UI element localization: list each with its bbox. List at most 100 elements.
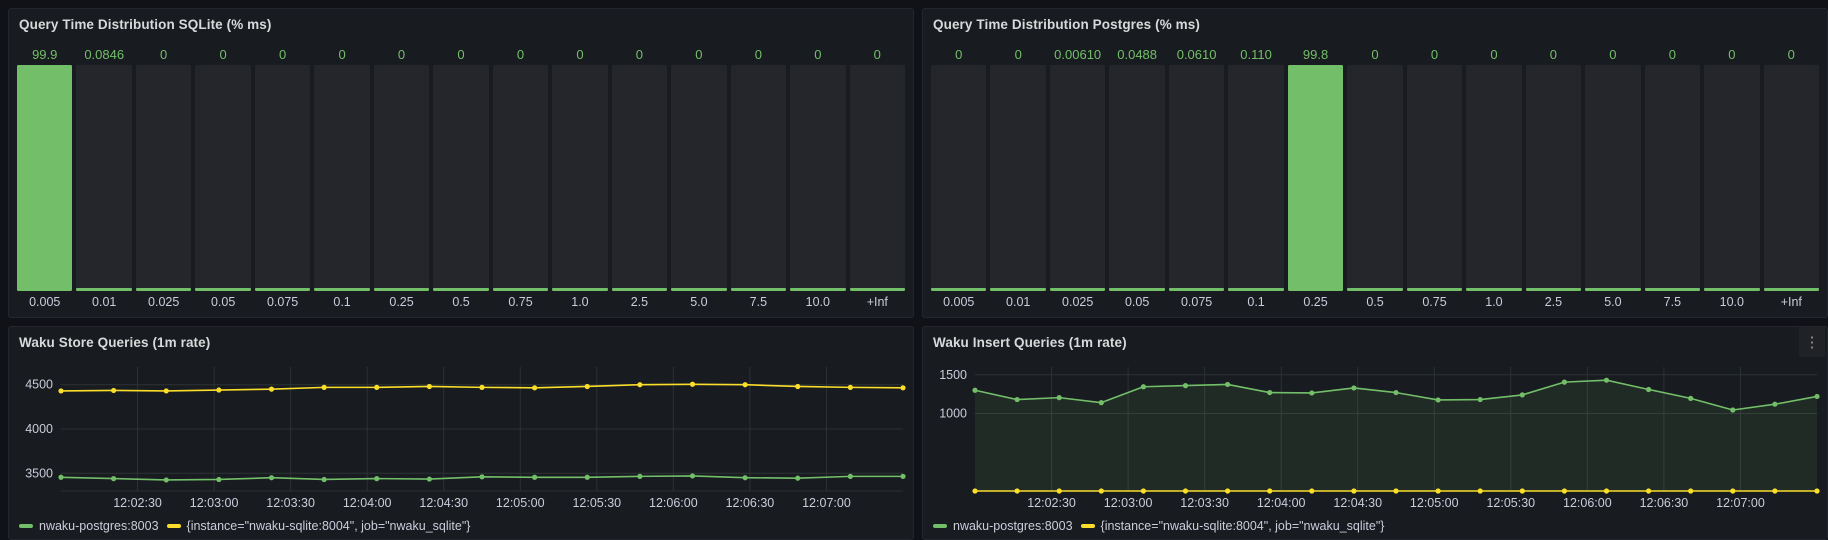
- bargauge-bucket[interactable]: 0 0.5: [433, 43, 489, 313]
- series-point: [637, 382, 643, 388]
- bargauge-postgres: 0 0.005 0 0.01 0.00610 0.025 0.0488 0.05 0.0610 0…: [923, 39, 1827, 317]
- series-point: [1646, 488, 1652, 494]
- series-point: [1772, 401, 1778, 407]
- bargauge-fill: [1466, 288, 1522, 291]
- series-point: [1309, 390, 1315, 396]
- x-axis-tick-label: 12:05:00: [1410, 496, 1459, 510]
- kebab-menu-icon[interactable]: ⋮: [1799, 327, 1825, 357]
- series-point: [268, 475, 275, 481]
- bargauge-bucket[interactable]: 0 0.01: [990, 43, 1046, 313]
- bargauge-bucket[interactable]: 0 0.1: [314, 43, 370, 313]
- bargauge-bucket-label: 0.5: [452, 295, 470, 309]
- series-point: [321, 384, 327, 390]
- bargauge-bucket[interactable]: 0 5.0: [671, 43, 727, 313]
- bargauge-bucket-label: 0.075: [266, 295, 299, 309]
- bargauge-bucket[interactable]: 0 1.0: [552, 43, 608, 313]
- series-point: [1603, 377, 1610, 383]
- bargauge-bucket[interactable]: 0.00610 0.025: [1049, 43, 1106, 313]
- y-axis-tick-label: 1500: [939, 368, 967, 382]
- bargauge-value: 0: [754, 46, 762, 62]
- bargauge-fill: [1347, 288, 1403, 291]
- bargauge-bucket[interactable]: 0 5.0: [1585, 43, 1641, 313]
- bargauge-bucket[interactable]: 0.0846 0.01: [76, 43, 132, 313]
- bargauge-fill: [1406, 288, 1463, 291]
- series-point: [1393, 488, 1399, 494]
- legend-label: nwaku-postgres:8003: [39, 519, 159, 533]
- bargauge-bucket-label: 0.05: [210, 295, 236, 309]
- panel-body-store: 3500 4000 4500 12:02:30 12:03:00 12:03:30 12:0…: [9, 357, 913, 539]
- x-axis-tick-label: 12:04:30: [419, 496, 468, 510]
- bargauge-bucket[interactable]: 0 0.5: [1347, 43, 1403, 313]
- bargauge-bucket[interactable]: 0 0.75: [492, 43, 549, 313]
- series-point: [742, 382, 748, 388]
- bargauge-bucket-label: 0.75: [508, 295, 533, 309]
- series-point: [972, 387, 978, 393]
- bargauge-fill: [552, 288, 608, 291]
- bargauge-bucket[interactable]: 0 7.5: [1644, 43, 1701, 313]
- bargauge-value: 0: [1787, 46, 1795, 62]
- bargauge-bucket[interactable]: 99.9 0.005: [17, 43, 73, 313]
- bargauge-track: [195, 65, 251, 291]
- bargauge-fill: [492, 288, 549, 291]
- bargauge-bucket[interactable]: 0 0.25: [373, 43, 430, 313]
- legend-item[interactable]: {instance="nwaku-sqlite:8004", job="nwak…: [166, 519, 470, 533]
- legend-item[interactable]: {instance="nwaku-sqlite:8004", job="nwak…: [1080, 519, 1384, 533]
- bargauge-bucket[interactable]: 0.0488 0.05: [1109, 43, 1165, 313]
- bargauge-bucket[interactable]: 0 10.0: [1704, 43, 1760, 313]
- bargauge-bucket-label: 10.0: [1719, 295, 1744, 309]
- series-point: [426, 383, 432, 390]
- bargauge-bucket[interactable]: 0 0.025: [135, 43, 192, 313]
- bargauge-bucket[interactable]: 0 1.0: [1466, 43, 1522, 313]
- legend-item[interactable]: nwaku-postgres:8003: [933, 519, 1073, 533]
- bargauge-bucket-label: 0.25: [1303, 295, 1328, 309]
- series-point: [1688, 395, 1694, 401]
- bargauge-fill: [1168, 288, 1225, 291]
- series-point: [1688, 488, 1694, 494]
- series-area: [975, 380, 1817, 491]
- bargauge-bucket[interactable]: 0 +Inf: [849, 43, 906, 313]
- bargauge-bucket[interactable]: 0 0.005: [931, 43, 987, 313]
- bargauge-fill: [1228, 288, 1284, 291]
- panel-header-store: Waku Store Queries (1m rate): [9, 327, 913, 357]
- bargauge-track: [1704, 65, 1760, 291]
- panel-cell-postgres: Query Time Distribution Postgres (% ms) …: [918, 4, 1828, 322]
- bargauge-bucket[interactable]: 0 2.5: [611, 43, 668, 313]
- x-axis-tick-label: 12:04:00: [343, 496, 392, 510]
- bargauge-value: 0: [873, 46, 881, 62]
- bargauge-track: [931, 65, 987, 291]
- bargauge-value: 0: [457, 46, 465, 62]
- bargauge-bucket[interactable]: 0 0.75: [1406, 43, 1463, 313]
- timeseries-insert: 1000 1500 12:02:30 12:03:00 12:03:30 12:04:00…: [923, 357, 1827, 539]
- bargauge-bucket[interactable]: 0.110 0.1: [1228, 43, 1284, 313]
- bargauge-bucket-label: 0.75: [1422, 295, 1447, 309]
- series-point: [900, 473, 906, 479]
- bargauge-bucket[interactable]: 0 2.5: [1525, 43, 1582, 313]
- legend-swatch-yellow: [166, 524, 181, 528]
- x-axis-tick-label: 12:06:30: [726, 496, 775, 510]
- bargauge-bucket[interactable]: 0.0610 0.075: [1168, 43, 1225, 313]
- series-point: [216, 476, 222, 483]
- bargauge-fill: [433, 288, 489, 291]
- bargauge-fill: [76, 288, 132, 291]
- bargauge-bucket[interactable]: 0 10.0: [790, 43, 846, 313]
- bargauge-fill: [1287, 65, 1344, 291]
- plot-area-insert[interactable]: 1000 1500 12:02:30 12:03:00 12:03:30 12:04:00…: [923, 357, 1827, 513]
- bargauge-bucket[interactable]: 0 +Inf: [1763, 43, 1820, 313]
- bargauge-fill: [611, 288, 668, 291]
- series-point: [1225, 488, 1231, 494]
- legend-swatch-green: [933, 524, 947, 528]
- bargauge-value: 0: [516, 46, 525, 62]
- bargauge-value: 0: [576, 46, 584, 62]
- bargauge-bucket-label: 5.0: [1604, 295, 1622, 309]
- legend-item[interactable]: nwaku-postgres:8003: [19, 519, 159, 533]
- bargauge-bucket[interactable]: 99.8 0.25: [1287, 43, 1344, 313]
- plot-area-store[interactable]: 3500 4000 4500 12:02:30 12:03:00 12:03:30 12:0…: [9, 357, 913, 513]
- bargauge-bucket[interactable]: 0 7.5: [730, 43, 787, 313]
- bargauge-bucket[interactable]: 0 0.05: [195, 43, 251, 313]
- bargauge-track: [1406, 65, 1463, 291]
- bargauge-track: [1347, 65, 1403, 291]
- series-point: [532, 385, 538, 391]
- bargauge-bucket[interactable]: 0 0.075: [254, 43, 311, 313]
- series-point: [742, 475, 748, 481]
- series-point: [1140, 384, 1146, 390]
